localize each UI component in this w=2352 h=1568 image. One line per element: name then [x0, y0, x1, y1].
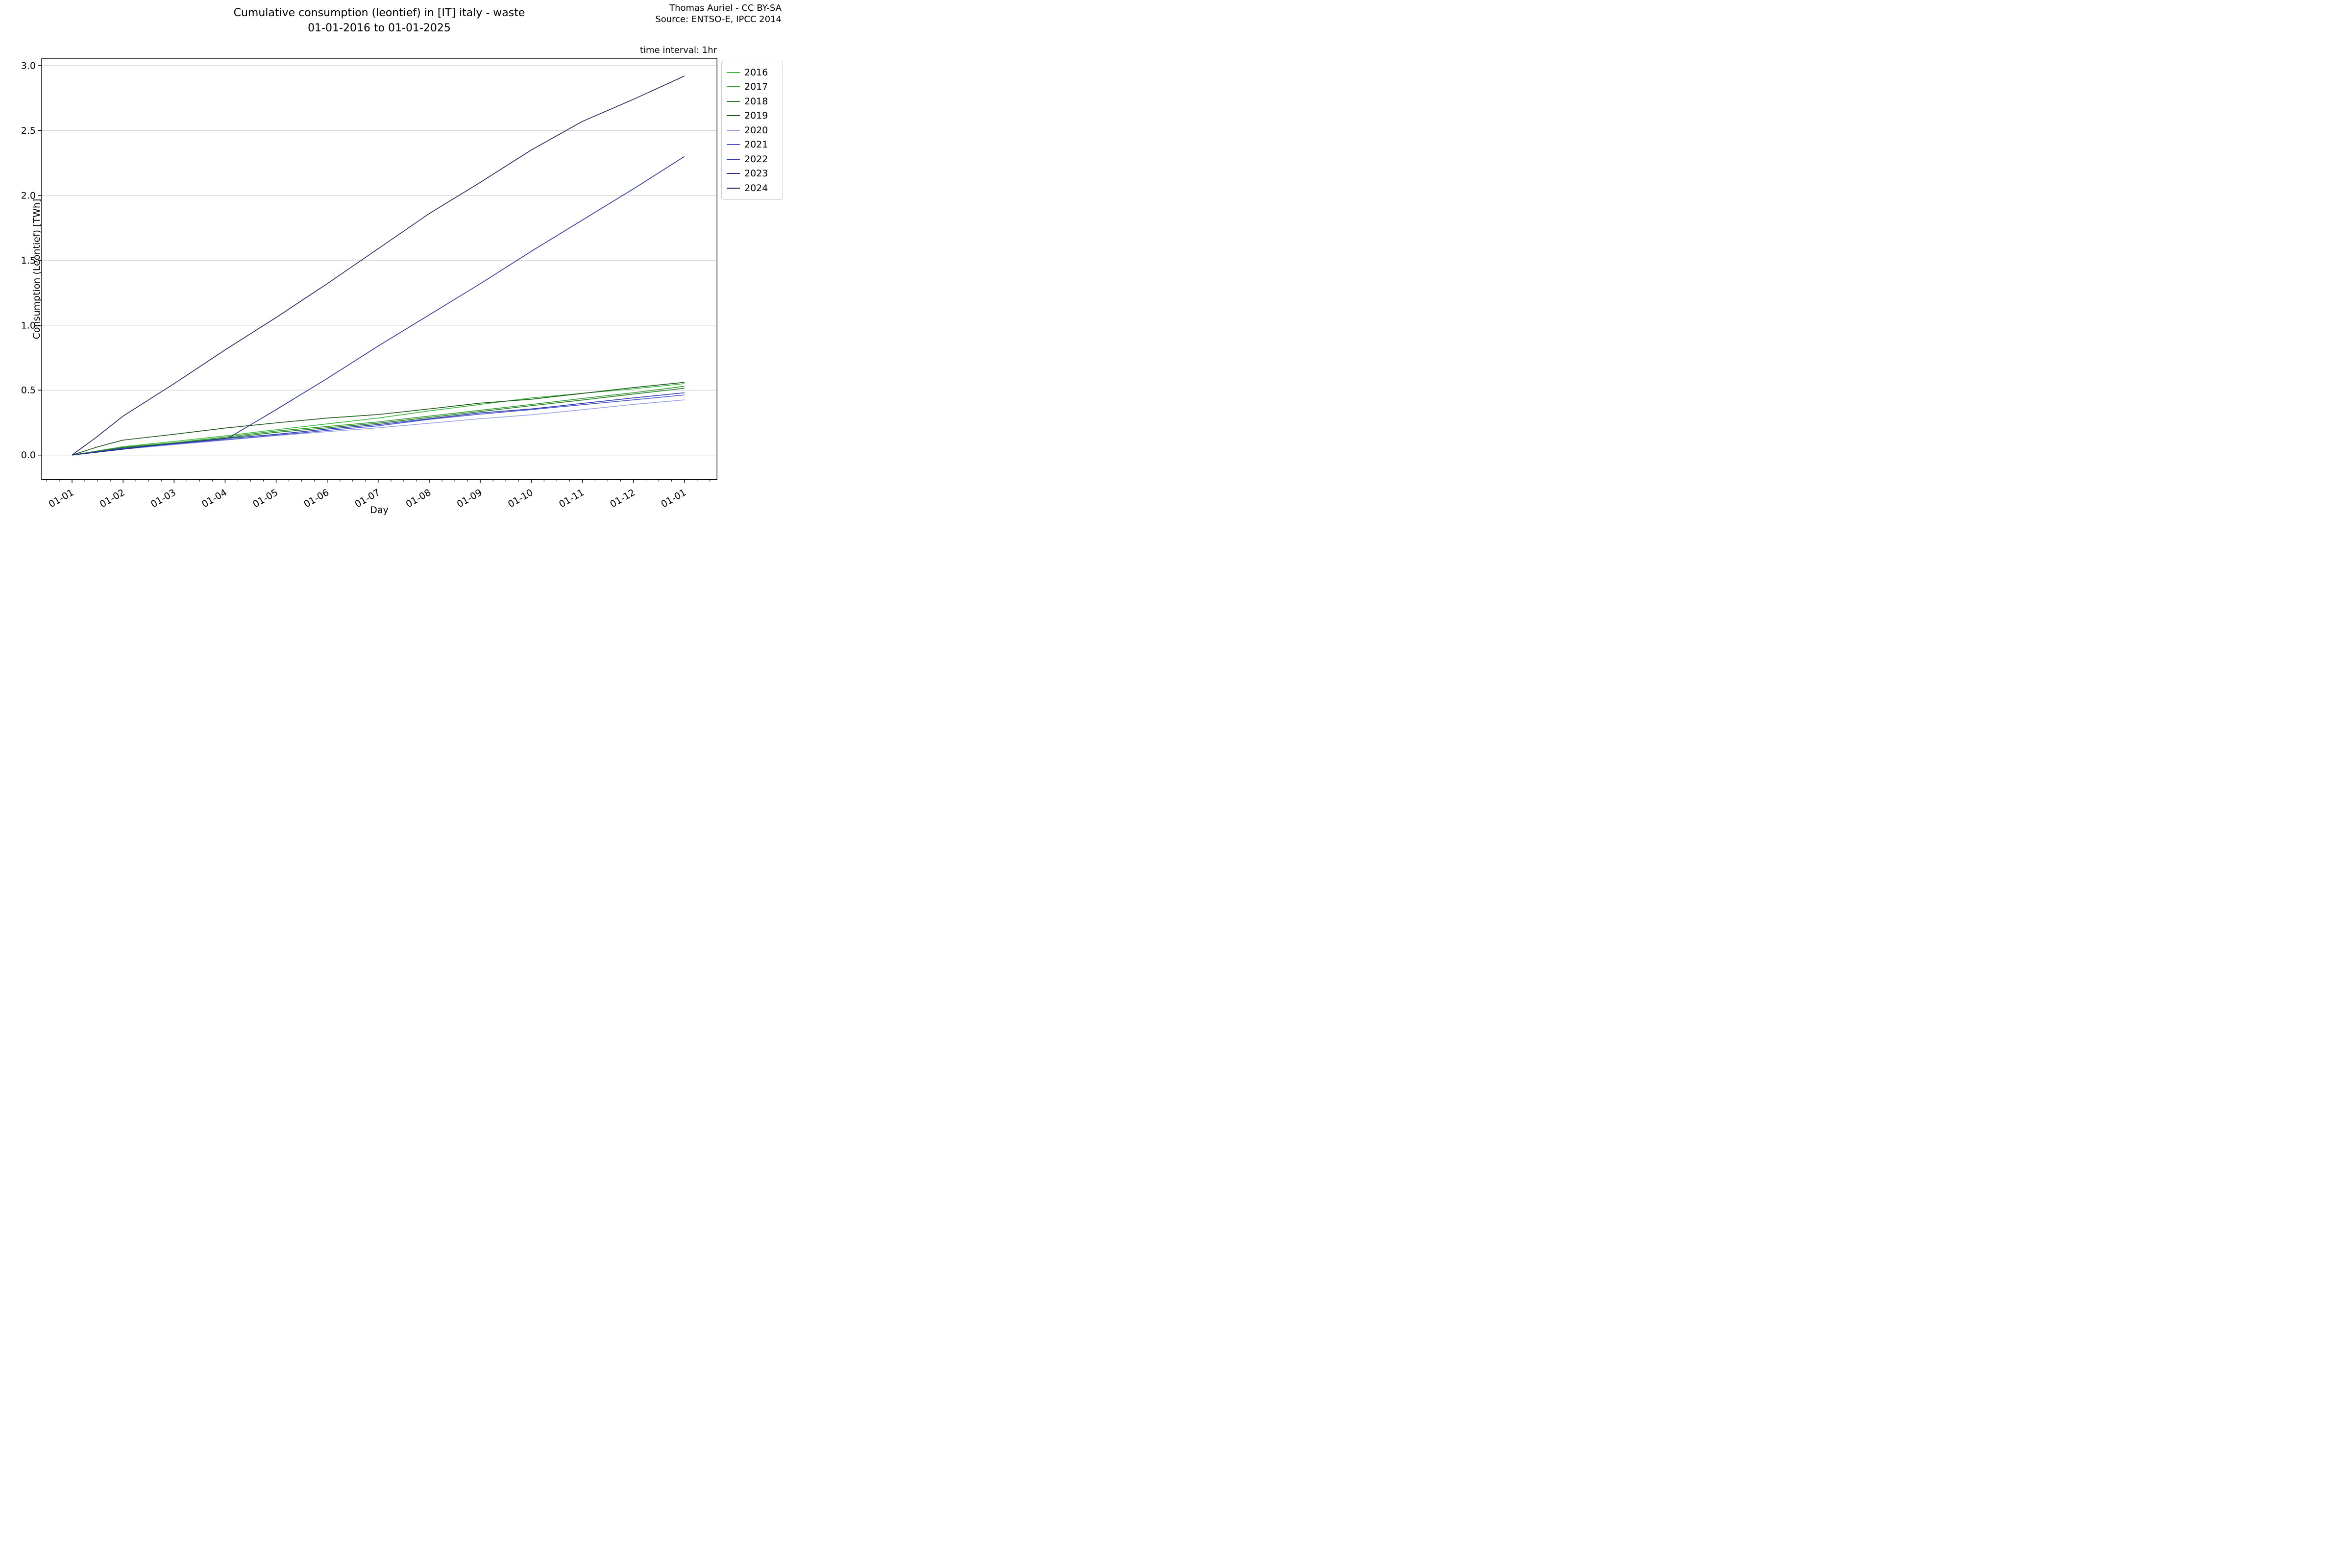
legend-item-2019: 2019 — [727, 109, 778, 123]
attribution-author: Thomas Auriel - CC BY-SA — [669, 3, 782, 13]
y-tick-label: 0.5 — [21, 385, 36, 396]
legend-item-2024: 2024 — [727, 181, 778, 196]
y-tick-label: 3.0 — [21, 60, 36, 71]
plot-area: 0.00.51.01.52.02.53.001-01 01-02 01-03 01-0… — [21, 58, 718, 510]
attribution: Thomas Auriel - CC BY-SA Source: ENTSO-E… — [655, 2, 782, 25]
series-line-2024 — [72, 75, 685, 456]
axes-frame — [41, 58, 718, 480]
legend-item-2022: 2022 — [727, 152, 778, 167]
chart-title-line1: Cumulative consumption (leontief) in [IT… — [233, 7, 525, 19]
chart-title: Cumulative consumption (leontief) in [IT… — [0, 6, 759, 36]
series-line-2021 — [72, 394, 685, 456]
legend-swatch-2024 — [727, 187, 740, 189]
legend-swatch-2023 — [727, 173, 740, 174]
legend: 2016 2017 2018 2019 2020 2021 2022 2023 2024 — [721, 61, 783, 200]
y-tick-label: 0.0 — [21, 450, 36, 461]
legend-label-2019: 2019 — [744, 110, 768, 122]
legend-swatch-2018 — [727, 100, 740, 102]
legend-swatch-2022 — [727, 158, 740, 160]
legend-swatch-2019 — [727, 115, 740, 117]
legend-label-2021: 2021 — [744, 139, 768, 150]
series-line-2023 — [72, 156, 685, 456]
y-tick-label: 2.0 — [21, 190, 36, 201]
series-line-2017 — [72, 386, 685, 456]
legend-label-2018: 2018 — [744, 96, 768, 107]
legend-label-2017: 2017 — [744, 81, 768, 93]
figure: Cumulative consumption (leontief) in [IT… — [0, 0, 784, 523]
chart-title-line2: 01-01-2016 to 01-01-2025 — [308, 22, 451, 34]
series-line-2020 — [72, 399, 685, 456]
legend-item-2016: 2016 — [727, 65, 778, 80]
time-interval-label: time interval: 1hr — [639, 45, 717, 55]
legend-swatch-2021 — [727, 144, 740, 146]
series-line-2019 — [72, 382, 685, 456]
legend-label-2020: 2020 — [744, 124, 768, 136]
legend-item-2023: 2023 — [727, 167, 778, 181]
y-tick-label: 2.5 — [21, 125, 36, 136]
legend-item-2018: 2018 — [727, 94, 778, 109]
attribution-source: Source: ENTSO-E, IPCC 2014 — [655, 14, 782, 25]
y-tick-label: 1.0 — [21, 320, 36, 331]
legend-item-2021: 2021 — [727, 138, 778, 152]
legend-label-2024: 2024 — [744, 182, 768, 194]
legend-item-2020: 2020 — [727, 123, 778, 138]
legend-swatch-2017 — [727, 86, 740, 88]
x-axis-label: Day — [370, 505, 389, 515]
legend-label-2022: 2022 — [744, 153, 768, 165]
legend-label-2023: 2023 — [744, 168, 768, 179]
legend-swatch-2016 — [727, 72, 740, 73]
legend-item-2017: 2017 — [727, 80, 778, 95]
legend-label-2016: 2016 — [744, 67, 768, 78]
y-tick-label: 1.5 — [21, 255, 36, 266]
legend-swatch-2020 — [727, 129, 740, 131]
